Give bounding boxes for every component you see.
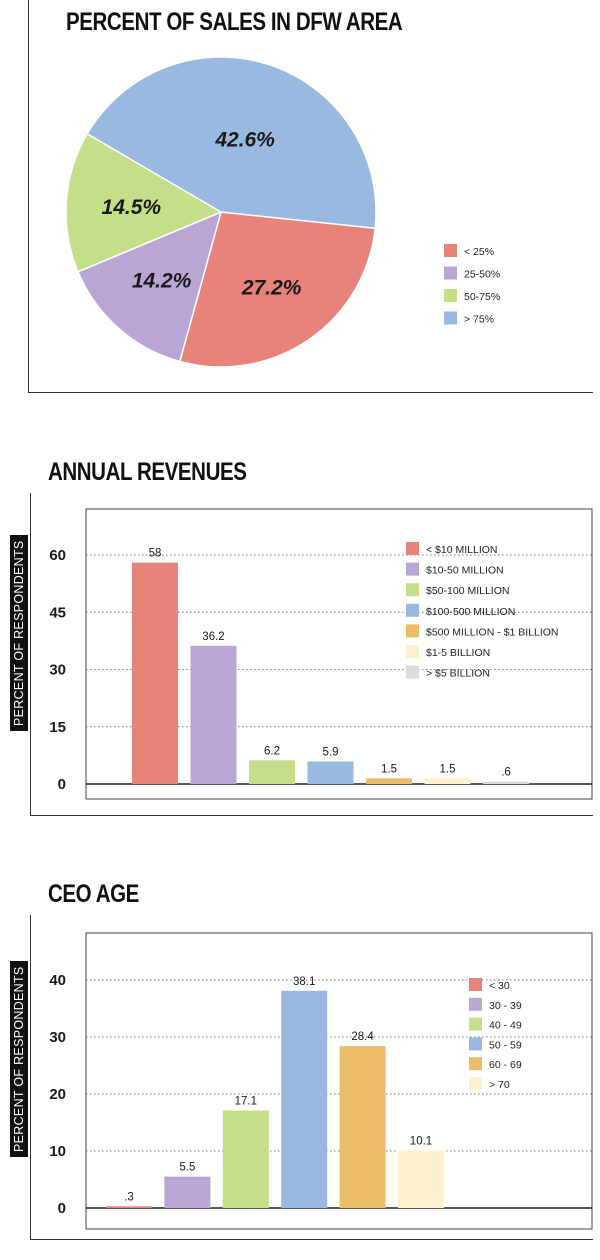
bar-50-59 xyxy=(281,990,328,1208)
bar-value-label: 28.4 xyxy=(351,1031,374,1043)
bar-value-label: 1.5 xyxy=(440,763,456,775)
legend-label: $1-5 BILLION xyxy=(426,647,490,659)
pie-value-label: 27.2% xyxy=(241,276,302,299)
bar-60-69 xyxy=(339,1046,386,1208)
pie-chart: 27.2% 14.2% 14.5% 42.6% < 25% 25-50% 50-75% > 7… xyxy=(65,56,500,368)
bar-50-100-million xyxy=(249,760,295,784)
pie-value-label: 42.6% xyxy=(214,128,275,151)
age-chart: 0 10 20 30 40 .3 5.5 17.1 38.1 28.4 10.1 < 30 30 - 3… xyxy=(49,932,593,1230)
y-tick-label: 30 xyxy=(49,1029,66,1046)
bar-value-label: 1.5 xyxy=(381,763,397,775)
legend-swatch xyxy=(406,562,419,576)
pie-slice-25-50 xyxy=(77,210,223,363)
legend-swatch xyxy=(444,289,457,302)
legend-label: 50 - 59 xyxy=(489,1039,522,1051)
y-tick-label: 15 xyxy=(49,719,66,736)
pie-slice-50-75 xyxy=(65,132,223,273)
bar-value-label: 36.2 xyxy=(202,631,224,643)
revenue-chart: 0 15 30 45 60 58 36.2 6.2 5.9 1.5 1.5 .6 < $10 MILLI… xyxy=(49,508,593,800)
legend-label: > $5 BILLION xyxy=(426,668,490,680)
pie-title: PERCENT OF SALES IN DFW AREA xyxy=(66,8,403,36)
legend-label: < 25% xyxy=(464,246,494,258)
bar-100-500-million xyxy=(307,761,354,784)
bar-value-label: 10.1 xyxy=(410,1135,432,1147)
y-tick-label: 0 xyxy=(58,776,66,793)
bar-value-label: .3 xyxy=(124,1191,134,1203)
legend-swatch xyxy=(469,1037,482,1051)
y-tick-label: 10 xyxy=(49,1143,66,1160)
bar-500-million-1-billion xyxy=(366,778,412,784)
y-tick-label: 0 xyxy=(58,1200,66,1217)
legend-swatch xyxy=(406,624,419,638)
legend-label: 30 - 39 xyxy=(489,1000,522,1012)
legend-swatch xyxy=(444,244,457,257)
legend-label: 25-50% xyxy=(464,269,500,281)
legend-label: $500 MILLION - $1 BILLION xyxy=(426,626,558,638)
legend-label: < 30 xyxy=(489,980,510,992)
legend-swatch xyxy=(469,1057,482,1071)
legend-label: $100-500 MILLION xyxy=(426,606,515,618)
legend-label: > 70 xyxy=(489,1079,510,1091)
legend-label: $10-50 MILLION xyxy=(426,565,504,577)
bar-value-label: 38.1 xyxy=(293,976,315,988)
legend-swatch xyxy=(469,997,482,1011)
legend-label: > 75% xyxy=(464,314,494,326)
legend-label: 40 - 49 xyxy=(489,1020,522,1032)
bar-value-label: 6.2 xyxy=(264,745,280,757)
legend-swatch xyxy=(406,583,419,597)
plot-frame xyxy=(85,508,593,800)
legend-label: 60 - 69 xyxy=(489,1059,522,1071)
bar-value-label: .6 xyxy=(501,767,511,779)
bar-70 xyxy=(398,1150,444,1208)
bar-value-label: 5.5 xyxy=(179,1162,195,1174)
revenue-panel xyxy=(30,493,593,816)
legend-swatch xyxy=(469,1017,482,1031)
legend-swatch xyxy=(469,1077,482,1090)
legend-swatch xyxy=(444,311,457,325)
y-tick-label: 20 xyxy=(49,1086,66,1103)
bar-30 xyxy=(106,1206,152,1208)
bar-value-label: 5.9 xyxy=(323,746,339,758)
bar-40-49 xyxy=(222,1110,269,1208)
y-tick-label: 60 xyxy=(49,547,66,564)
bar-5-billion xyxy=(483,781,529,784)
bar-10-million xyxy=(132,562,178,784)
y-tick-label: 40 xyxy=(49,972,66,989)
legend-label: $50-100 MILLION xyxy=(426,585,509,597)
pie-value-label: 14.2% xyxy=(132,270,192,293)
bar-value-label: 58 xyxy=(149,548,162,560)
pie-slice-75 xyxy=(86,56,377,230)
legend-swatch xyxy=(406,542,419,555)
age-panel xyxy=(30,915,593,1240)
legend-swatch xyxy=(406,603,419,617)
legend-swatch xyxy=(406,665,419,679)
y-tick-label: 30 xyxy=(49,662,66,679)
legend-swatch xyxy=(406,645,419,658)
pie-value-label: 14.5% xyxy=(102,196,162,219)
plot-frame xyxy=(85,932,593,1230)
legend-swatch xyxy=(469,978,482,991)
revenue-title: ANNUAL REVENUES xyxy=(48,458,247,486)
bar-30-39 xyxy=(164,1176,211,1208)
pie-slice-25 xyxy=(178,211,376,368)
pie-panel xyxy=(28,0,593,393)
bar-value-label: 17.1 xyxy=(235,1096,257,1108)
legend-label: < $10 MILLION xyxy=(426,544,498,556)
age-title: CEO AGE xyxy=(48,880,139,908)
legend-swatch xyxy=(444,266,457,280)
y-tick-label: 45 xyxy=(49,604,66,621)
bar-1-5-billion xyxy=(424,778,471,784)
bar-10-50-million xyxy=(190,645,237,784)
legend-label: 50-75% xyxy=(464,291,500,303)
